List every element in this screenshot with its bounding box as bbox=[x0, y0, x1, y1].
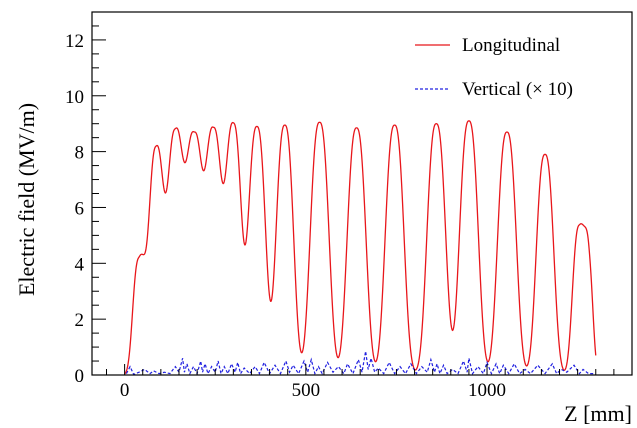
x-tick-label: 1000 bbox=[468, 380, 506, 401]
axes-layer: 0 500 1000 0 2 4 6 8 10 12 bbox=[65, 25, 633, 401]
x-tick-label: 500 bbox=[292, 380, 321, 401]
y-tick-label: 10 bbox=[65, 87, 84, 108]
x-tick-label: 0 bbox=[120, 380, 130, 401]
y-tick-label: 4 bbox=[75, 254, 85, 275]
y-tick-label: 2 bbox=[75, 310, 85, 331]
legend-label-vertical: Vertical (× 10) bbox=[462, 79, 573, 100]
legend-label-longitudinal: Longitudinal bbox=[462, 35, 560, 56]
y-tick-label: 12 bbox=[65, 31, 84, 52]
legend: Longitudinal Vertical (× 10) bbox=[415, 35, 573, 100]
y-axis-title: Electric field (MV/m) bbox=[14, 103, 39, 296]
y-tick-label: 6 bbox=[75, 198, 85, 219]
series-longitudinal-line bbox=[124, 120, 597, 375]
y-tick-label: 8 bbox=[75, 143, 85, 164]
series-vertical-line bbox=[125, 351, 594, 376]
series-layer bbox=[124, 120, 597, 376]
y-tick-label: 0 bbox=[75, 366, 85, 387]
x-axis-title: Z [mm] bbox=[564, 401, 632, 426]
